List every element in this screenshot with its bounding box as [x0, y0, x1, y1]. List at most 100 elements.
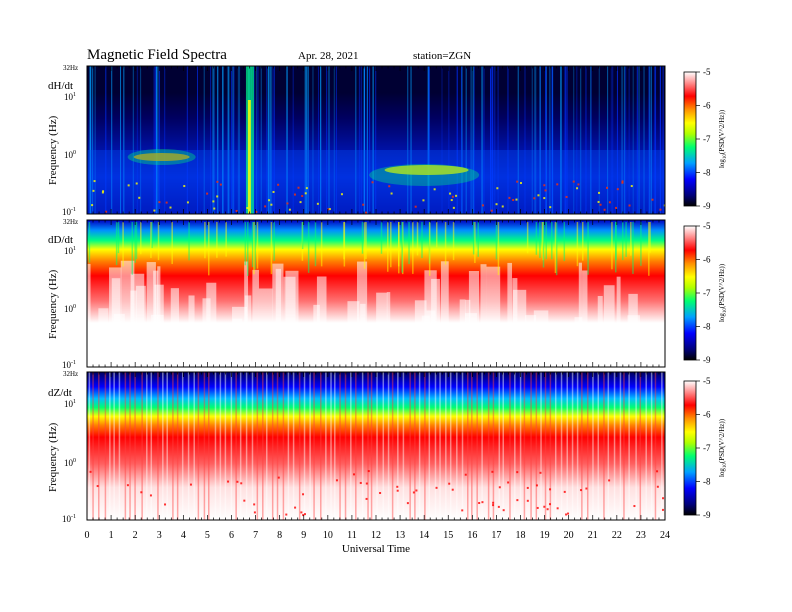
spectral-streak	[251, 222, 254, 268]
spectral-streak	[292, 66, 294, 214]
spectral-streak	[661, 372, 663, 520]
spectral-streak	[254, 222, 256, 270]
noise-speck	[236, 480, 239, 483]
spectral-streak	[150, 372, 153, 520]
spectral-streak	[132, 66, 134, 214]
spectral-streak	[587, 222, 589, 275]
spectral-streak	[650, 66, 652, 214]
colorbar-tick-label: -7	[703, 443, 711, 453]
spectral-streak	[481, 372, 483, 520]
spectral-streak	[390, 222, 392, 268]
noise-speck	[548, 503, 551, 506]
spectral-streak	[118, 372, 121, 520]
spectral-streak	[467, 372, 469, 520]
noise-speck	[246, 207, 249, 210]
x-tick-label: 5	[205, 530, 210, 541]
spectral-streak	[117, 222, 120, 254]
spectral-streak	[554, 372, 557, 520]
noise-speck	[507, 481, 510, 484]
y-tick-dd-1: 100	[64, 304, 76, 314]
spectral-streak	[580, 66, 582, 214]
spectral-streak	[662, 66, 664, 214]
spectral-streak	[535, 222, 538, 255]
spectral-streak	[360, 66, 362, 214]
noise-speck	[565, 513, 568, 516]
spectral-streak	[648, 66, 650, 214]
quiet-interval	[426, 310, 436, 367]
spectral-streak	[408, 222, 410, 265]
noise-speck	[464, 473, 467, 476]
spectral-streak	[231, 66, 233, 214]
spectral-streak	[105, 66, 107, 214]
colorbar-dz-label: log10(PSD(V^2/Hz))	[718, 418, 728, 477]
spectral-streak	[172, 372, 174, 520]
noise-speck	[305, 187, 308, 190]
noise-speck	[495, 203, 498, 206]
noise-speck	[656, 470, 659, 473]
figure-date: Apr. 28, 2021	[298, 50, 359, 62]
spectral-streak	[92, 66, 94, 214]
x-tick-label: 17	[491, 530, 501, 541]
x-tick-label: 22	[612, 530, 622, 541]
spectral-streak	[564, 66, 566, 214]
spectral-streak	[461, 66, 463, 214]
noise-speck	[565, 195, 568, 198]
spectral-streak	[545, 66, 547, 214]
noise-speck	[512, 199, 515, 202]
spectral-streak	[330, 372, 332, 520]
noise-speck	[126, 484, 129, 487]
noise-speck	[253, 503, 256, 506]
spectral-streak	[535, 66, 537, 214]
x-tick-label: 15	[443, 530, 453, 541]
spectral-streak	[197, 372, 200, 520]
spectral-streak	[245, 372, 248, 520]
noise-speck	[206, 192, 209, 195]
noise-speck	[240, 482, 243, 485]
spectral-streak	[270, 66, 272, 214]
spectral-streak	[320, 222, 323, 267]
spectral-streak	[387, 372, 390, 520]
spectral-streak	[244, 222, 247, 266]
noise-speck	[448, 482, 451, 485]
spectral-streak	[654, 372, 657, 520]
spectral-streak	[487, 372, 490, 520]
spectral-streak	[262, 372, 264, 520]
noise-speck	[327, 208, 330, 211]
noise-speck	[549, 488, 552, 491]
spectral-streak	[131, 222, 134, 275]
spectral-streak	[576, 222, 579, 267]
broadband-event-core	[247, 100, 251, 214]
spectral-streak	[115, 222, 118, 266]
noise-speck	[490, 209, 493, 212]
spectral-streak	[482, 66, 484, 214]
noise-speck	[516, 499, 519, 502]
quiet-interval	[258, 288, 273, 367]
spectral-streak	[157, 372, 159, 520]
enhanced-band-halo	[127, 149, 196, 165]
colorbar-dd-scale	[683, 225, 697, 361]
spectral-streak	[623, 66, 625, 214]
spectral-streak	[603, 372, 605, 520]
spectral-streak	[410, 66, 412, 214]
noise-speck	[135, 182, 138, 185]
spectral-streak	[472, 66, 474, 214]
spectral-streak	[544, 372, 547, 520]
spectral-streak	[276, 372, 279, 520]
noise-speck	[492, 504, 495, 507]
spectral-streak	[428, 222, 431, 276]
colorbar-dh: -5 -6 -7 -8 -9 log10(PSD(V^2/Hz))	[683, 67, 728, 211]
noise-speck	[277, 476, 280, 479]
spectral-streak	[490, 66, 492, 214]
noise-speck	[451, 195, 454, 198]
spectral-streak	[434, 372, 437, 520]
colorbar-dz-scale	[683, 380, 697, 516]
colorbar-tick-label: -6	[703, 255, 711, 265]
spectral-streak	[495, 222, 498, 260]
spectral-streak	[188, 222, 190, 261]
spectral-streak	[632, 66, 634, 214]
y-top-label-dz: 32Hz	[63, 370, 78, 378]
noise-speck	[293, 193, 296, 196]
x-tick-label: 18	[516, 530, 526, 541]
spectral-streak	[623, 372, 625, 520]
quiet-interval	[525, 315, 537, 367]
